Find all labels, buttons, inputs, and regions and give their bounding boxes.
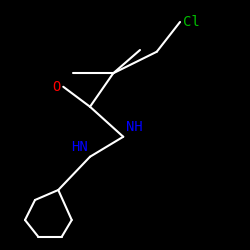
Text: O: O: [52, 80, 61, 94]
Text: NH: NH: [126, 120, 142, 134]
Text: Cl: Cl: [182, 15, 199, 29]
Text: HN: HN: [71, 140, 88, 154]
